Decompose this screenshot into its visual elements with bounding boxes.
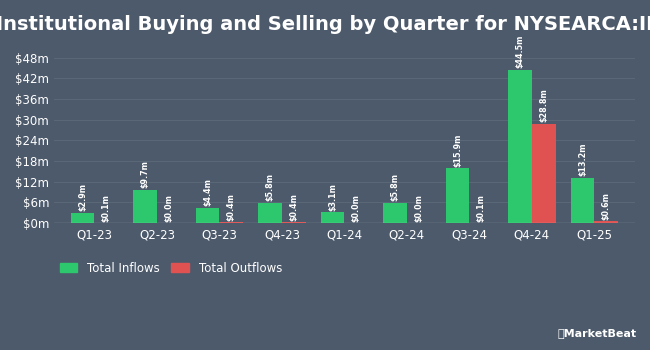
Text: $0.0m: $0.0m [352,194,361,222]
Text: $2.9m: $2.9m [78,183,87,211]
Text: $28.8m: $28.8m [540,89,548,122]
Text: $44.5m: $44.5m [515,35,525,68]
Text: $3.1m: $3.1m [328,183,337,211]
Bar [133,190,157,223]
Legend: Total Inflows, Total Outflows: Total Inflows, Total Outflows [60,262,282,275]
Bar [196,208,220,223]
Bar [71,213,94,223]
Text: $9.7m: $9.7m [140,160,150,188]
Text: $13.2m: $13.2m [578,142,587,176]
Text: $0.1m: $0.1m [477,194,486,222]
Text: $5.8m: $5.8m [266,174,274,202]
Text: $0.0m: $0.0m [164,194,174,222]
Bar [508,70,532,223]
Text: $4.4m: $4.4m [203,178,212,206]
Text: $0.6m: $0.6m [602,192,611,220]
Bar [532,124,556,223]
Bar [282,222,306,223]
Bar [571,178,594,223]
Bar [383,203,407,223]
Bar [446,168,469,223]
Bar [320,212,344,223]
Bar [594,221,618,223]
Bar [220,222,243,223]
Text: $0.4m: $0.4m [289,193,298,221]
Bar [258,203,282,223]
Text: $5.8m: $5.8m [391,174,400,202]
Text: $15.9m: $15.9m [453,133,462,167]
Text: $0.1m: $0.1m [102,194,111,222]
Text: ⼿MarketBeat: ⼿MarketBeat [558,328,637,338]
Text: $0.4m: $0.4m [227,193,236,221]
Text: $0.0m: $0.0m [414,194,423,222]
Title: Institutional Buying and Selling by Quarter for NYSEARCA:IBDU: Institutional Buying and Selling by Quar… [0,15,650,34]
